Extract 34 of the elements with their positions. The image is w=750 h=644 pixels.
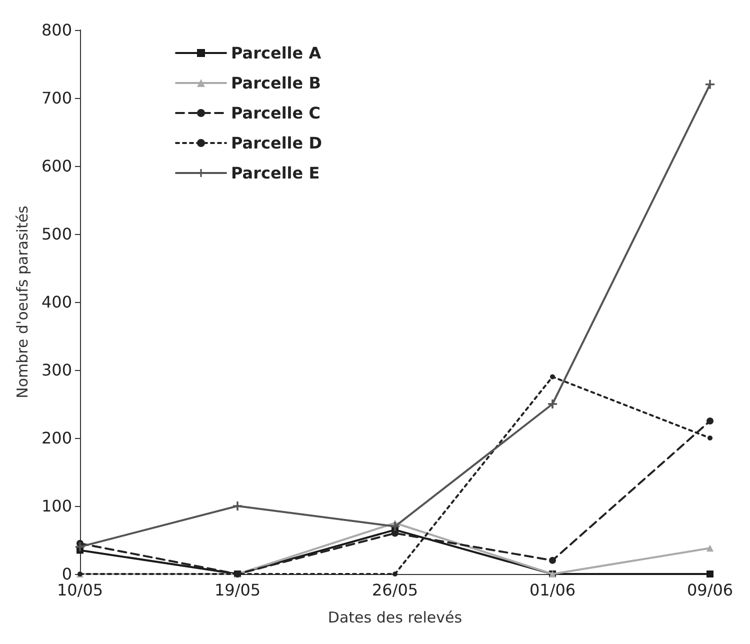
- legend-label: Parcelle A: [231, 44, 322, 62]
- y-tick-label: 600: [41, 156, 72, 176]
- point: [76, 542, 84, 552]
- y-tick-label: 100: [41, 496, 72, 516]
- point: [392, 572, 398, 576]
- legend-label: Parcelle C: [231, 104, 320, 122]
- legend-label: Parcelle D: [231, 134, 322, 152]
- x-tick-label: 10/05: [56, 580, 104, 600]
- point: [706, 544, 714, 552]
- y-tick-label: 400: [41, 292, 72, 312]
- x-tick-label: 26/05: [372, 580, 418, 600]
- point: [706, 418, 714, 424]
- y-axis-title: Nombre d'oeufs parasités: [14, 205, 32, 398]
- y-tick-label: 200: [41, 428, 72, 448]
- point: [233, 502, 242, 510]
- point: [550, 374, 555, 380]
- point: [706, 80, 714, 89]
- y-tick-label: 300: [41, 360, 72, 380]
- legend-label: Parcelle B: [231, 74, 321, 92]
- point: [706, 570, 714, 578]
- y-tick-label: 700: [41, 88, 72, 108]
- y-tick-label: 0: [62, 564, 72, 584]
- x-tick-label: 01/06: [529, 580, 576, 600]
- point: [708, 436, 712, 440]
- x-axis-title: Dates des relevés: [328, 608, 462, 626]
- x-tick-label: 19/05: [214, 580, 261, 600]
- point: [390, 522, 400, 531]
- y-tick-label: 800: [41, 20, 72, 40]
- point: [548, 400, 557, 408]
- point: [549, 556, 556, 564]
- point: [392, 530, 398, 537]
- legend-label: Parcelle E: [231, 164, 320, 182]
- y-tick-label: 500: [41, 224, 72, 244]
- x-tick-label: 09/06: [686, 580, 734, 600]
